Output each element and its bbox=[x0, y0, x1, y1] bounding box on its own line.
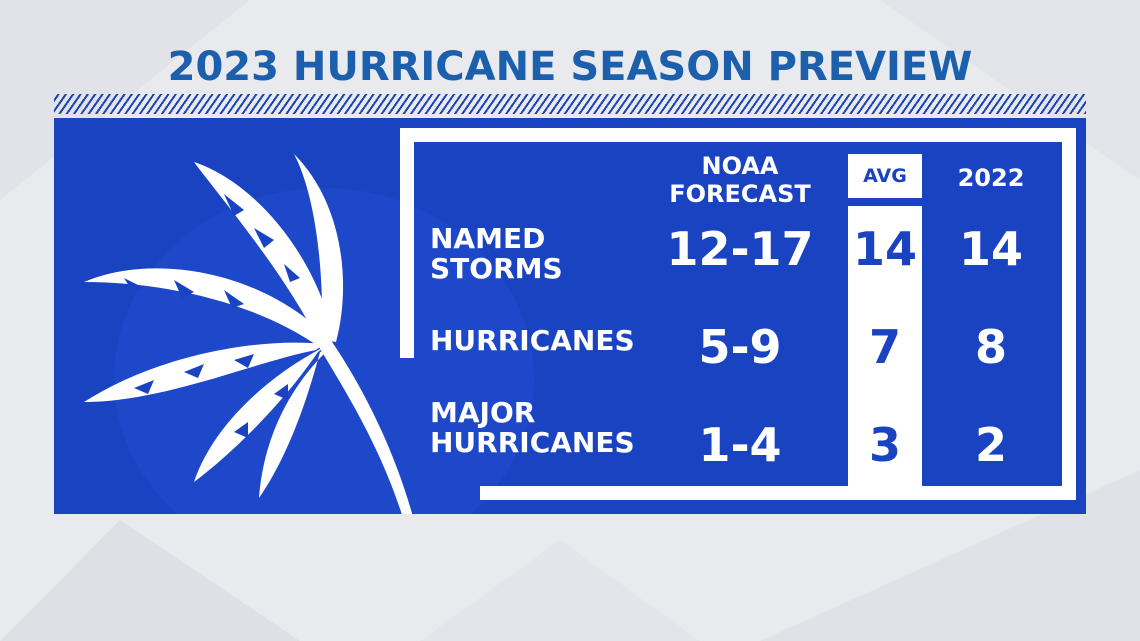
frame-right bbox=[1062, 128, 1076, 500]
palm-tree-icon bbox=[84, 154, 413, 514]
named-storms-2022: 14 bbox=[958, 222, 1023, 276]
row-label-line2: HURRICANES bbox=[430, 426, 635, 459]
noaa-header-line1: NOAA bbox=[701, 152, 779, 180]
row-label-line1: MAJOR bbox=[430, 396, 536, 429]
avg-column-highlight bbox=[848, 206, 922, 500]
hurricanes-2022: 8 bbox=[974, 320, 1007, 374]
year-2022-header: 2022 bbox=[957, 164, 1025, 192]
stats-panel: AVG NOAA FORECAST 2022 NAMED STORMS 12-1… bbox=[54, 118, 1086, 514]
row-label-line1: NAMED bbox=[430, 222, 546, 255]
hurricanes-noaa: 5-9 bbox=[698, 320, 782, 374]
table-frame bbox=[400, 128, 1076, 500]
frame-bottom bbox=[480, 486, 1076, 500]
row-label-line2: STORMS bbox=[430, 252, 563, 285]
frame-left bbox=[400, 128, 414, 358]
frame-top bbox=[400, 128, 1076, 142]
hurricanes-avg: 7 bbox=[868, 320, 901, 374]
hatch-divider bbox=[54, 94, 1086, 114]
noaa-header-line2: FORECAST bbox=[669, 180, 811, 208]
avg-column-header: AVG bbox=[848, 154, 922, 198]
named-storms-noaa: 12-17 bbox=[666, 222, 814, 276]
major-hurricanes-noaa: 1-4 bbox=[698, 418, 782, 472]
row-label-major-hurricanes: MAJOR HURRICANES bbox=[430, 398, 635, 458]
row-label-line1: HURRICANES bbox=[430, 324, 635, 357]
row-label-named-storms: NAMED STORMS bbox=[430, 224, 563, 284]
page-title: 2023 HURRICANE SEASON PREVIEW bbox=[167, 44, 973, 90]
row-label-hurricanes: HURRICANES bbox=[430, 326, 635, 356]
noaa-forecast-header: NOAA FORECAST bbox=[650, 152, 830, 208]
major-hurricanes-2022: 2 bbox=[974, 418, 1007, 472]
major-hurricanes-avg: 3 bbox=[868, 418, 901, 472]
named-storms-avg: 14 bbox=[852, 222, 917, 276]
